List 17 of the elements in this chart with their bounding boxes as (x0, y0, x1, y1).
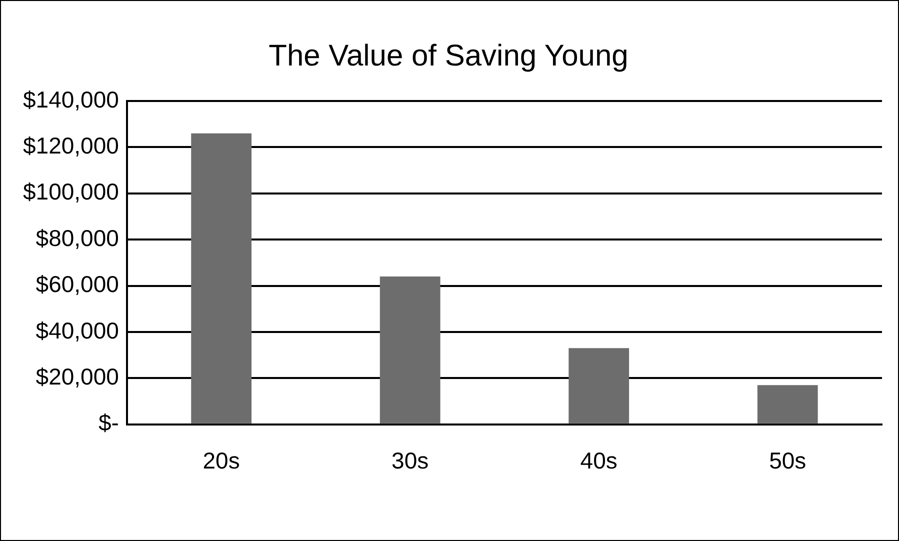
y-tick-label: $140,000 (22, 86, 119, 112)
bar (191, 133, 252, 424)
y-tick-label: $20,000 (36, 364, 119, 390)
y-tick-label: $60,000 (36, 271, 119, 298)
bar (757, 385, 818, 424)
y-tick-label: $120,000 (22, 132, 119, 159)
x-tick-label: 50s (769, 448, 806, 474)
y-tick-label: $40,000 (36, 317, 119, 344)
x-tick-label: 20s (202, 448, 240, 474)
y-tick-label: $- (98, 410, 119, 436)
y-tick-label: $100,000 (22, 178, 119, 205)
x-tick-label: 40s (580, 448, 618, 474)
x-tick-label: 30s (392, 448, 429, 474)
bar (568, 348, 630, 424)
chart-title: The Value of Saving Young (268, 39, 628, 72)
y-tick-label: $80,000 (36, 224, 119, 251)
bar (380, 276, 440, 424)
